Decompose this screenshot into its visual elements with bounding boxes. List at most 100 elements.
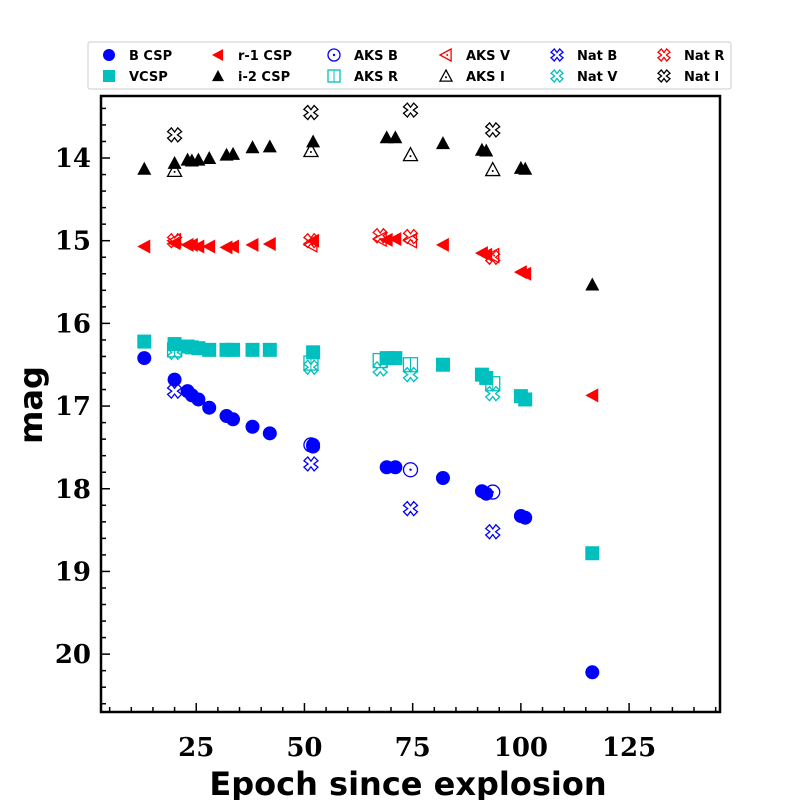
series-aks-b [303,437,501,500]
plot-frame [99,94,722,714]
series-i-2-csp [137,130,600,291]
point-i-2-csp-0 [137,161,152,175]
point-nat-v-2 [372,360,389,377]
point-vcsp-7 [226,342,241,357]
y-tick-label: 14 [55,144,91,174]
point-i-2-csp-9 [262,139,277,153]
point-vcsp-13 [435,357,450,372]
point-r-1-csp-12 [388,232,402,247]
point-vcsp-4 [191,341,206,356]
point-b-csp-4 [191,392,206,407]
point-nat-v-0 [166,344,183,361]
legend-entry-nat-b: Nat B [550,48,617,64]
point-vcsp-12 [388,351,403,366]
y-tick-label: 20 [55,640,91,670]
legend-label: Nat V [577,70,617,85]
series-aks-v [166,230,500,264]
y-tick-label: 16 [55,309,91,339]
point-r-1-csp-8 [245,237,259,252]
series-nat-b [166,383,501,540]
legend-entry-aks-b: AKS B [327,48,398,64]
point-r-1-csp-18 [585,388,599,403]
point-i-2-csp-15 [479,143,494,157]
point-r-1-csp-7 [226,239,239,254]
series-aks-i [166,142,501,178]
point-r-1-csp-0 [137,239,151,254]
legend-label: AKS B [354,49,398,64]
point-vcsp-18 [585,546,600,561]
y-axis: 14 15 16 17 18 19 20 [55,107,110,705]
legend-label: AKS V [466,49,510,64]
legend-entry-aks-i: AKS I [438,68,505,85]
legend-label: Nat I [684,70,719,85]
legend-label: r-1 CSP [238,49,292,64]
point-i-2-csp-17 [518,161,533,175]
point-aks-b-2 [485,484,501,500]
point-nat-i-0 [166,126,183,143]
legend-entry-nat-r: Nat R [657,48,724,64]
legend-label: Nat B [577,49,617,64]
point-b-csp-8 [245,419,260,434]
point-i-2-csp-4 [191,152,206,166]
point-aks-i-0 [166,162,183,178]
point-nat-b-2 [402,500,419,517]
point-vcsp-8 [245,342,260,357]
legend-entry-aks-r: AKS R [327,69,398,85]
x-tick-label: 75 [395,733,431,763]
series-nat-v [166,344,501,402]
point-nat-r-4 [484,249,501,266]
point-r-1-csp-6 [219,240,233,255]
x-axis: 25 50 75 100 125 [108,703,717,763]
point-i-2-csp-13 [435,136,450,150]
x-tick-label: 25 [178,733,214,763]
point-vcsp-17 [518,392,533,407]
point-i-2-csp-7 [226,146,241,160]
x-tick-label: 50 [286,733,322,763]
series-vcsp [137,334,600,561]
legend-entry-r-1-csp: r-1 CSP [212,49,292,64]
point-nat-b-3 [484,523,501,540]
point-b-csp-14 [435,471,450,486]
point-vcsp-5 [202,342,217,357]
point-aks-i-1 [302,142,320,158]
point-i-2-csp-10 [306,134,321,148]
point-nat-i-3 [484,121,501,138]
point-r-1-csp-9 [262,237,276,252]
legend-label: VCSP [129,70,168,85]
point-i-2-csp-18 [585,277,600,291]
point-aks-i-3 [484,161,501,177]
legend-label: Nat R [684,49,724,64]
series-nat-i [166,102,501,143]
legend-label: B CSP [129,49,172,64]
legend-label: AKS I [466,70,505,85]
point-i-2-csp-8 [245,140,260,154]
legend-label: AKS R [354,70,398,85]
point-b-csp-1 [167,372,182,387]
point-b-csp-13 [388,460,403,475]
x-axis-label: Epoch since explosion [209,765,606,800]
point-b-csp-11 [306,439,321,454]
point-nat-r-2 [372,227,389,244]
plot-area [99,94,722,714]
point-nat-r-0 [166,232,183,249]
point-nat-v-4 [484,385,501,402]
point-b-csp-5 [202,400,217,415]
legend-entry-i-2-csp: i-2 CSP [212,70,290,85]
point-nat-r-3 [402,228,419,245]
point-r-1-csp-17 [518,266,532,281]
point-r-1-csp-4 [191,239,205,254]
point-r-1-csp-5 [202,239,216,254]
point-nat-v-3 [402,366,419,383]
legend-entry-b-csp: B CSP [103,49,172,64]
data-points [137,102,600,680]
x-tick-label: 125 [602,733,656,763]
series-b-csp [137,351,600,680]
legend-entry-aks-v: AKS V [438,47,510,64]
x-tick-label: 100 [494,733,548,763]
legend-entry-nat-v: Nat V [550,69,617,85]
legend-box [87,41,732,90]
series-nat-r [166,227,501,266]
legend: B CSP VCSP r-1 CSP i-2 CSP AKS B AKS R AKS V AK… [87,41,732,90]
legend-entry-vcsp: VCSP [103,70,168,85]
